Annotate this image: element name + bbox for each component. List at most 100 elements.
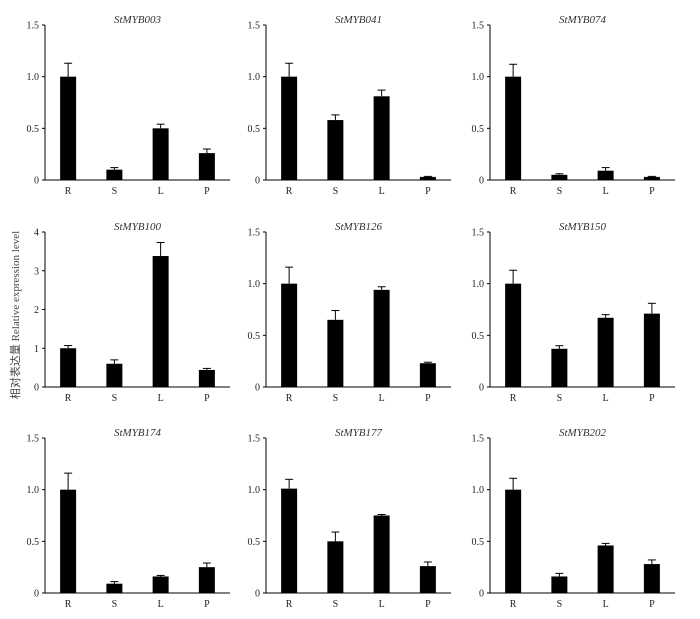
y-tick-label: 1.5	[248, 21, 261, 32]
bar	[106, 583, 123, 593]
y-tick-label: 1.5	[472, 21, 485, 32]
bar	[419, 363, 436, 387]
bar	[505, 283, 522, 387]
bar	[152, 256, 169, 387]
y-tick-label: 0	[479, 589, 484, 600]
bar	[327, 319, 344, 387]
x-tick-label: P	[425, 599, 431, 610]
bar	[281, 488, 298, 593]
bar	[281, 76, 298, 180]
y-tick-label: 0	[34, 589, 39, 600]
y-tick-label: 1.0	[248, 279, 261, 290]
bar	[419, 566, 436, 593]
x-tick-label: P	[204, 393, 210, 404]
y-tick-label: 0.5	[248, 331, 261, 342]
chart-title: StMYB041	[335, 14, 382, 26]
y-tick-label: 0	[255, 176, 260, 187]
x-tick-label: R	[286, 393, 293, 404]
y-tick-label: 1.0	[472, 485, 485, 496]
bar	[106, 169, 123, 180]
y-tick-label: 0	[479, 176, 484, 187]
x-tick-label: S	[333, 186, 339, 197]
y-tick-label: 1.0	[248, 72, 261, 83]
y-tick-label: 0.5	[472, 331, 485, 342]
x-tick-label: S	[557, 186, 563, 197]
bar	[327, 541, 344, 593]
bar	[152, 576, 169, 593]
y-tick-label: 0.5	[248, 537, 261, 548]
bar	[373, 515, 390, 593]
chart-panel: StMYB100 0 1 2 3 4 R S L P	[34, 221, 230, 404]
chart-title: StMYB202	[559, 427, 607, 439]
x-tick-label: S	[333, 599, 339, 610]
y-tick-label: 1.5	[248, 228, 261, 239]
x-tick-label: R	[510, 599, 517, 610]
y-tick-label: 4	[34, 228, 39, 239]
x-tick-label: P	[649, 393, 655, 404]
chart-panel: StMYB126 0 0.5 1.0 1.5 R S L P	[248, 221, 451, 404]
x-tick-label: P	[204, 186, 210, 197]
bar	[643, 176, 660, 180]
y-tick-label: 2	[34, 305, 39, 316]
x-tick-label: L	[158, 186, 164, 197]
chart-title: StMYB100	[114, 221, 162, 233]
y-tick-label: 1.0	[27, 485, 40, 496]
y-tick-label: 0	[479, 383, 484, 394]
x-tick-label: P	[425, 393, 431, 404]
chart-title: StMYB150	[559, 221, 607, 233]
y-tick-label: 1.0	[248, 485, 261, 496]
bar	[419, 176, 436, 180]
bar	[60, 348, 77, 387]
y-tick-label: 3	[34, 266, 39, 277]
chart-panel: StMYB150 0 0.5 1.0 1.5 R S L P	[472, 221, 675, 404]
y-tick-label: 1.5	[472, 228, 485, 239]
bar	[551, 576, 568, 593]
bar	[551, 174, 568, 180]
bar	[373, 289, 390, 387]
x-tick-label: S	[333, 393, 339, 404]
bar	[597, 170, 614, 180]
chart-panel: StMYB041 0 0.5 1.0 1.5 R S L P	[248, 14, 451, 197]
y-tick-label: 0	[34, 176, 39, 187]
bar	[643, 313, 660, 387]
x-tick-label: S	[557, 393, 563, 404]
x-tick-label: R	[286, 186, 293, 197]
y-tick-label: 1.5	[248, 434, 261, 445]
bar	[327, 120, 344, 180]
bar	[281, 283, 298, 387]
chart-title: StMYB177	[335, 427, 383, 439]
y-tick-label: 0	[255, 589, 260, 600]
bar	[373, 96, 390, 180]
x-tick-label: R	[510, 393, 517, 404]
x-tick-label: R	[286, 599, 293, 610]
chart-title: StMYB126	[335, 221, 383, 233]
y-tick-label: 1	[34, 344, 39, 355]
chart-title: StMYB174	[114, 427, 162, 439]
bar	[505, 489, 522, 593]
bar	[60, 489, 77, 593]
bar	[505, 76, 522, 180]
x-tick-label: L	[158, 599, 164, 610]
chart-panel: StMYB003 0 0.5 1.0 1.5 R S L P	[27, 14, 230, 197]
chart-title: StMYB003	[114, 14, 162, 26]
x-tick-label: P	[649, 186, 655, 197]
y-tick-label: 1.5	[27, 434, 40, 445]
chart-panel: StMYB074 0 0.5 1.0 1.5 R S L P	[472, 14, 675, 197]
chart-panel: StMYB202 0 0.5 1.0 1.5 R S L P	[472, 427, 675, 610]
x-tick-label: R	[65, 393, 72, 404]
x-tick-label: R	[510, 186, 517, 197]
x-tick-label: L	[603, 599, 609, 610]
y-tick-label: 0.5	[472, 537, 485, 548]
y-tick-label: 1.5	[472, 434, 485, 445]
x-tick-label: S	[112, 393, 118, 404]
x-tick-label: P	[649, 599, 655, 610]
y-tick-label: 0.5	[27, 124, 40, 135]
y-tick-label: 0	[34, 383, 39, 394]
x-tick-label: R	[65, 186, 72, 197]
x-tick-label: P	[204, 599, 210, 610]
y-tick-label: 1.0	[27, 72, 40, 83]
bar	[643, 564, 660, 593]
y-tick-label: 1.0	[472, 72, 485, 83]
